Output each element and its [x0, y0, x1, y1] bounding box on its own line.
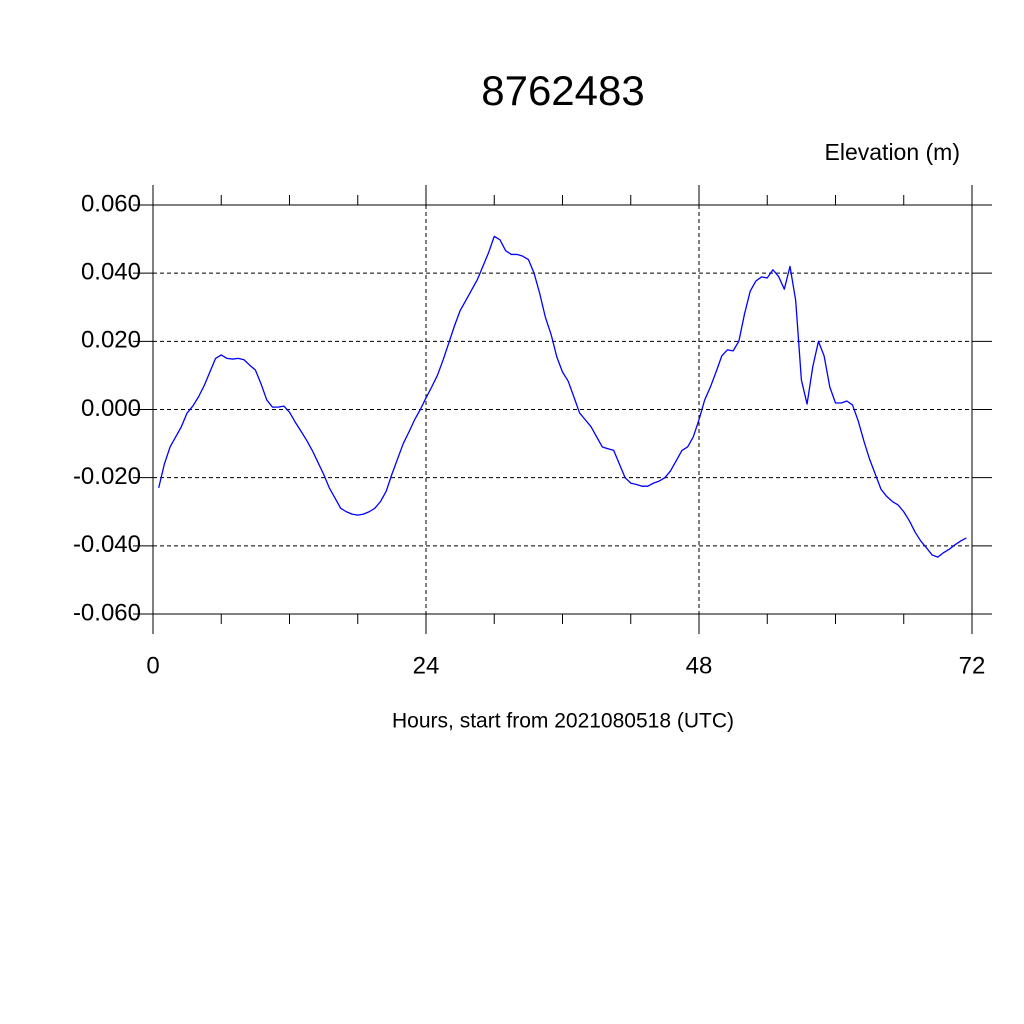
y-tick-label: 0.020 — [81, 327, 141, 354]
y-tick-label: 0.000 — [81, 395, 141, 422]
chart-subtitle: Elevation (m) — [825, 139, 960, 165]
y-tick-label: -0.040 — [73, 531, 141, 558]
y-tick-label: 0.040 — [81, 259, 141, 286]
x-tick-label: 24 — [413, 652, 440, 679]
y-tick-label: 0.060 — [81, 190, 141, 217]
x-tick-label: 72 — [959, 652, 986, 679]
x-tick-label: 0 — [146, 652, 159, 679]
y-tick-label: -0.060 — [73, 599, 141, 626]
chart-title: 8762483 — [481, 67, 645, 114]
y-tick-label: -0.020 — [73, 463, 141, 490]
x-axis-label: Hours, start from 2021080518 (UTC) — [392, 710, 734, 733]
data-line — [158, 235, 967, 558]
x-tick-label: 48 — [686, 652, 713, 679]
